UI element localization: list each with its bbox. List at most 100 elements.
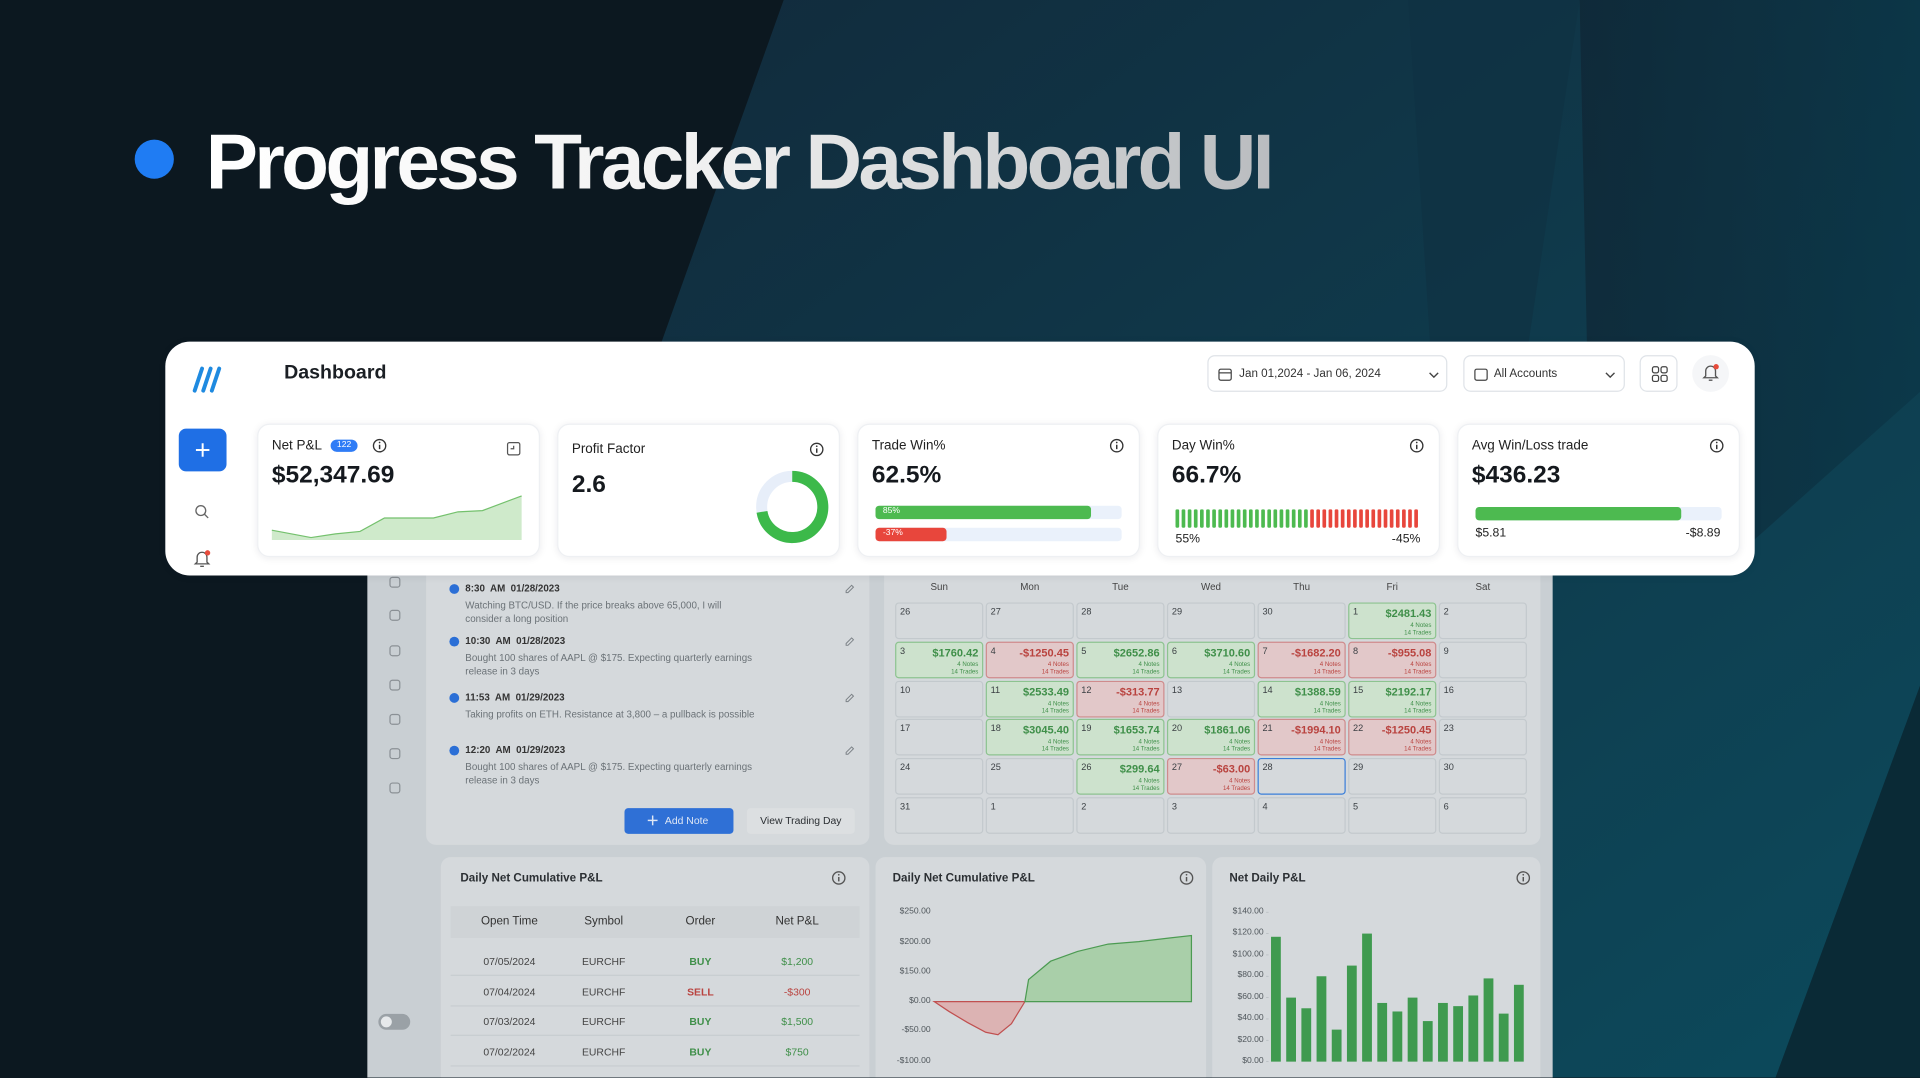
calendar-day[interactable]: 27 bbox=[985, 602, 1074, 640]
calendar-day[interactable]: 28 bbox=[1257, 758, 1346, 795]
calendar-day[interactable]: 19 $1653.74 4 Notes 14 Trades bbox=[1076, 719, 1165, 756]
calendar-day[interactable]: 30 bbox=[1438, 758, 1527, 795]
day-tick bbox=[1218, 509, 1223, 528]
day-trades: 14 Trades bbox=[1404, 668, 1432, 676]
stat-label: Trade Win% bbox=[871, 438, 946, 454]
day-trades: 14 Trades bbox=[1313, 746, 1341, 754]
calendar-day[interactable]: 3 $1760.42 4 Notes 14 Trades bbox=[895, 641, 984, 679]
calendar-day[interactable]: 4 bbox=[1257, 797, 1346, 834]
daily-plot bbox=[1266, 911, 1524, 1063]
bar bbox=[1377, 1002, 1388, 1062]
calendar-day[interactable]: 6 bbox=[1438, 797, 1527, 834]
icon-shape bbox=[389, 713, 401, 725]
account-selector[interactable]: All Accounts bbox=[1463, 355, 1625, 392]
sidebar-icon bbox=[389, 782, 401, 794]
day-trades: 14 Trades bbox=[1041, 668, 1069, 676]
calendar-day[interactable]: 10 bbox=[895, 680, 984, 718]
loss-label: -45% bbox=[1391, 532, 1421, 547]
donut bbox=[756, 470, 829, 544]
calendar-day[interactable]: 23 bbox=[1438, 719, 1527, 756]
stat-card: Day Win% 66.7% 55% -45% bbox=[1157, 423, 1441, 558]
calendar-day[interactable]: 26 bbox=[895, 602, 984, 640]
date-range-picker[interactable]: Jan 01,2024 - Jan 06, 2024 bbox=[1207, 355, 1448, 392]
day-number: 31 bbox=[900, 800, 911, 812]
row-divider bbox=[450, 1004, 860, 1007]
layout-button[interactable] bbox=[1639, 355, 1678, 392]
calendar-day[interactable]: 6 $3710.60 4 Notes 14 Trades bbox=[1166, 641, 1256, 679]
icon-shape bbox=[1115, 441, 1118, 444]
y-tick-label: $0.00 bbox=[909, 996, 931, 1006]
weekday: Tue bbox=[1112, 581, 1129, 593]
calendar-day[interactable]: 28 bbox=[1076, 602, 1165, 640]
calendar-day[interactable]: 29 bbox=[1348, 758, 1437, 795]
calendar-day[interactable]: 8 -$955.08 4 Notes 14 Trades bbox=[1348, 641, 1437, 679]
table-cell: BUY bbox=[689, 1015, 712, 1028]
win-label: $5.81 bbox=[1475, 526, 1507, 541]
calendar-day[interactable]: 29 bbox=[1166, 602, 1256, 640]
plus-icon bbox=[647, 815, 658, 826]
day-number: 27 bbox=[1171, 761, 1183, 773]
day-number: 3 bbox=[900, 645, 906, 657]
calendar-day[interactable]: 14 $1388.59 4 Notes 14 Trades bbox=[1257, 680, 1346, 718]
sidebar-icon bbox=[389, 645, 401, 657]
day-number: 9 bbox=[1443, 645, 1449, 657]
day-number: 6 bbox=[1443, 800, 1449, 812]
day-pnl: $299.64 bbox=[1119, 763, 1160, 776]
calendar-day[interactable]: 15 $2192.17 4 Notes 14 Trades bbox=[1348, 680, 1437, 718]
calendar-day[interactable]: 1 $2481.43 4 Notes 14 Trades bbox=[1348, 602, 1437, 640]
day-tick bbox=[1297, 509, 1302, 528]
icon-shape bbox=[845, 584, 855, 594]
day-tick bbox=[1395, 509, 1400, 528]
table-cell: EURCHF bbox=[581, 955, 626, 968]
calendar-day[interactable]: 4 -$1250.45 4 Notes 14 Trades bbox=[985, 641, 1074, 679]
calendar-day[interactable]: 18 $3045.40 4 Notes 14 Trades bbox=[985, 719, 1074, 756]
calendar-day[interactable]: 3 bbox=[1166, 797, 1256, 834]
table-cell: $1,200 bbox=[781, 955, 814, 968]
day-tick bbox=[1328, 509, 1333, 528]
calendar-day[interactable]: 16 bbox=[1438, 680, 1527, 718]
icon-shape bbox=[845, 693, 855, 703]
notification-button[interactable] bbox=[1692, 355, 1729, 392]
day-number: 2 bbox=[1081, 800, 1087, 812]
calendar-day[interactable]: 2 bbox=[1438, 602, 1527, 640]
calendar-day[interactable]: 22 -$1250.45 4 Notes 14 Trades bbox=[1348, 719, 1437, 756]
day-number: 10 bbox=[900, 683, 911, 696]
row-divider bbox=[450, 974, 860, 976]
stat-badge: 122 bbox=[330, 439, 358, 452]
table-header: Net P&L bbox=[775, 914, 819, 929]
note-dot bbox=[449, 745, 460, 756]
calendar-day[interactable]: 1 bbox=[985, 797, 1074, 834]
calendar-day[interactable]: 20 $1861.06 4 Notes 14 Trades bbox=[1166, 719, 1256, 756]
edit-icon bbox=[845, 746, 855, 755]
calendar-day[interactable]: 31 bbox=[895, 797, 984, 834]
calendar-day[interactable]: 27 -$63.00 4 Notes 14 Trades bbox=[1166, 758, 1256, 795]
add-note-button[interactable]: Add Note bbox=[624, 808, 734, 834]
day-tick bbox=[1187, 509, 1192, 528]
calendar-day[interactable]: 5 $2652.86 4 Notes 14 Trades bbox=[1076, 641, 1165, 679]
weekday: Fri bbox=[1386, 581, 1398, 593]
calendar-day[interactable]: 21 -$1994.10 4 Notes 14 Trades bbox=[1257, 719, 1346, 756]
calendar-day[interactable]: 11 $2533.49 4 Notes 14 Trades bbox=[985, 680, 1074, 718]
day-tick bbox=[1273, 509, 1278, 528]
sidebar-icon bbox=[389, 748, 401, 760]
calendar-day[interactable]: 13 bbox=[1166, 680, 1256, 718]
calendar-day[interactable]: 5 bbox=[1348, 797, 1437, 834]
calendar-day[interactable]: 26 $299.64 4 Notes 14 Trades bbox=[1076, 758, 1165, 795]
day-pnl: -$1994.10 bbox=[1291, 724, 1341, 737]
calendar-day[interactable]: 7 -$1682.20 4 Notes 14 Trades bbox=[1257, 641, 1346, 679]
calendar-day[interactable]: 30 bbox=[1257, 602, 1346, 640]
day-tick bbox=[1310, 509, 1314, 528]
calendar-day[interactable]: 17 bbox=[895, 719, 984, 756]
calendar-day[interactable]: 9 bbox=[1438, 641, 1527, 679]
calendar-day[interactable]: 25 bbox=[985, 758, 1074, 795]
view-day-button[interactable]: View Trading Day bbox=[746, 808, 855, 834]
table-cell: EURCHF bbox=[581, 1015, 626, 1028]
day-trades: 14 Trades bbox=[1132, 746, 1160, 754]
calendar-day[interactable]: 2 bbox=[1076, 797, 1165, 834]
calendar-day[interactable]: 12 -$313.77 4 Notes 14 Trades bbox=[1076, 680, 1165, 718]
day-notes: 4 Notes bbox=[1410, 622, 1432, 630]
calendar-day[interactable]: 24 bbox=[895, 758, 984, 795]
new-button[interactable] bbox=[178, 428, 227, 472]
day-tick bbox=[1304, 509, 1308, 528]
weekday: Wed bbox=[1201, 581, 1222, 593]
